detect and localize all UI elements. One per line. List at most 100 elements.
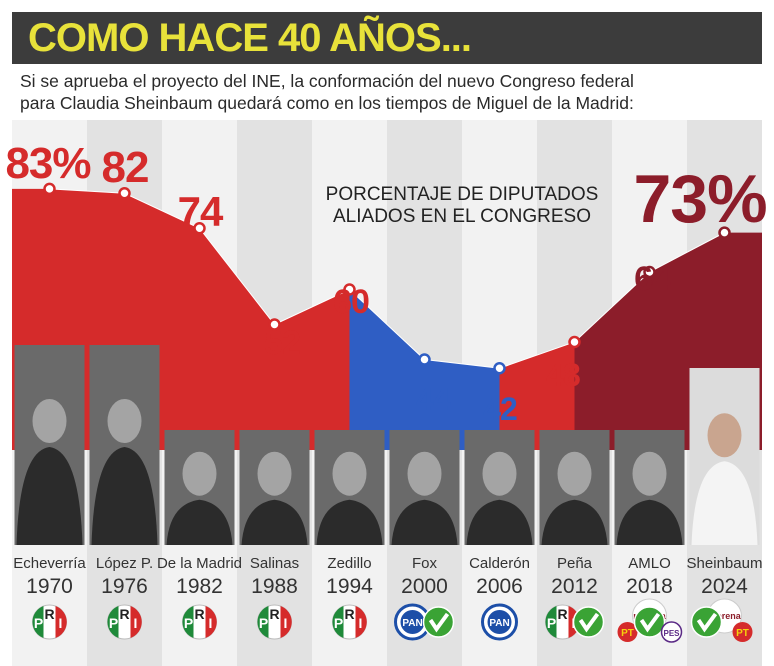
value-label-Echeverría: 83% (5, 139, 90, 188)
pri-logo-letter-0-1: R (44, 606, 54, 622)
pri-logo-green-7 (545, 606, 557, 638)
pes-logo-disc-8-c (660, 621, 683, 643)
area-segment-5 (424, 359, 500, 450)
pan-logo-text-5: PAN (402, 618, 422, 629)
data-point-Fox (418, 353, 431, 366)
portrait-body-7 (541, 499, 608, 545)
portrait-5 (389, 430, 460, 545)
data-point-Echeverría (43, 182, 56, 196)
data-point-López P. (118, 187, 131, 200)
value-labels: 83% 82 74 52 60 44 42 48 64 73% (5, 139, 767, 427)
pri-logo-letter-3-2: I (284, 615, 288, 631)
subtitle-line-2: para Claudia Sheinbaum quedará como en l… (20, 93, 634, 113)
name-label-0: Echeverría (13, 555, 86, 572)
value-label-Calderón: 42 (483, 391, 517, 427)
year-label-6: 2006 (476, 575, 523, 598)
pri-logo-letter-0-0: P (34, 615, 43, 631)
value-label-De la Madrid: 74 (178, 188, 224, 235)
area-segment-6 (499, 342, 575, 450)
pri-logo-letter-4-2: I (359, 615, 363, 631)
pri-logo-green-0 (32, 606, 44, 638)
header: COMO HACE 40 AÑOS... Si se aprueba el pr… (0, 0, 774, 122)
pri-logo-letter-2-0: P (184, 615, 193, 631)
value-label-Salinas: 52 (264, 324, 300, 362)
portrait-body-2 (166, 499, 233, 545)
pt-logo-8-a: PT (617, 622, 638, 642)
series-polyline (49, 188, 725, 369)
data-point-Salinas (268, 318, 281, 331)
name-label-3: Salinas (250, 555, 299, 572)
area-segment-4 (349, 289, 425, 450)
portrait-body-1 (91, 447, 158, 545)
pri-logo-red-2 (205, 606, 217, 638)
pri-logo-green-1 (107, 606, 119, 638)
data-point-AMLO (643, 265, 656, 279)
name-label-7: Peña (557, 555, 593, 572)
portrait-body-5 (391, 499, 458, 545)
pvem-logo-mark-7-v (578, 612, 600, 633)
party-logos: PRIPRIPRIPRIPRIPANPANPRImorenaPTPESmoren… (32, 598, 753, 643)
pri-logo-letter-2-1: R (194, 606, 204, 622)
pvem-logo-disc-9-a (690, 606, 723, 638)
portrait-9 (689, 368, 760, 545)
data-point-Sheinbaum (718, 226, 731, 239)
pri-logo-red-4 (355, 606, 367, 638)
portrait-body-6 (466, 499, 533, 545)
portrait-body-3 (241, 499, 308, 545)
portrait-7 (539, 430, 610, 545)
portrait-head-2 (182, 451, 217, 496)
value-label-Peña: 48 (546, 357, 580, 393)
pes-logo-8-c: PES (660, 621, 683, 643)
pt-logo-text-8-a: PT (621, 628, 634, 639)
pan-logo-text-6: PAN (489, 618, 509, 629)
portrait-2 (164, 430, 235, 545)
name-label-2: De la Madrid (157, 555, 242, 572)
pri-logo-red-1 (130, 606, 142, 638)
portrait-0 (14, 345, 85, 545)
category-labels: Echeverría López P. De la Madrid Salinas Zed… (13, 555, 762, 572)
portrait-head-0 (32, 399, 67, 443)
pri-logo-3: PRI (257, 604, 292, 640)
portrait-head-3 (257, 451, 292, 496)
pt-logo-9-b: PT (732, 622, 753, 642)
chart-annotation: PORCENTAJE DE DIPUTADOS ALIADOS EN EL CO… (326, 184, 599, 227)
portrait-head-9 (707, 413, 742, 458)
data-point-De la Madrid (193, 222, 206, 235)
pri-logo-red-0 (55, 606, 67, 638)
pri-logo-green-2 (182, 606, 194, 638)
year-label-5: 2000 (401, 575, 448, 598)
name-label-6: Calderón (469, 555, 530, 572)
year-label-7: 2012 (551, 575, 598, 598)
area-segment-7 (574, 272, 650, 450)
pan-logo-disc-6 (487, 610, 512, 634)
year-label-9: 2024 (701, 575, 748, 598)
pri-logo-green-4 (332, 606, 344, 638)
portrait-8 (614, 430, 685, 545)
data-point-Calderón (493, 362, 506, 375)
area-segment-2 (199, 228, 275, 450)
pri-logo-letter-2-2: I (209, 615, 213, 631)
value-label-Sheinbaum: 73% (633, 161, 766, 237)
name-label-9: Sheinbaum (687, 555, 763, 572)
portrait-1 (89, 345, 160, 545)
data-points (43, 182, 731, 375)
pri-logo-letter-3-0: P (259, 615, 268, 631)
pri-logo-4: PRI (332, 604, 367, 640)
data-point-Zedillo (343, 283, 356, 296)
pvem-logo-disc-8-b (633, 606, 666, 638)
pvem-logo-mark-9-a (696, 612, 718, 633)
pri-logo-letter-4-1: R (344, 606, 354, 622)
year-labels: 1970 1976 1982 1988 1994 2000 2006 2012 2018 2024 (26, 575, 748, 598)
portrait-body-4 (316, 499, 383, 545)
pri-logo-0: PRI (32, 604, 67, 640)
pri-logo-letter-4-0: P (334, 615, 343, 631)
chart-subtitle: Si se aprueba el proyecto del INE, la co… (20, 70, 760, 114)
portrait-6 (464, 430, 535, 545)
pvem-logo-8-b (633, 606, 666, 638)
name-label-1: López P. (96, 555, 153, 572)
pri-logo-red-3 (280, 606, 292, 638)
value-label-Zedillo: 60 (333, 283, 369, 321)
portrait-head-7 (557, 451, 592, 496)
pvem-logo-mark-8-b (639, 612, 661, 633)
